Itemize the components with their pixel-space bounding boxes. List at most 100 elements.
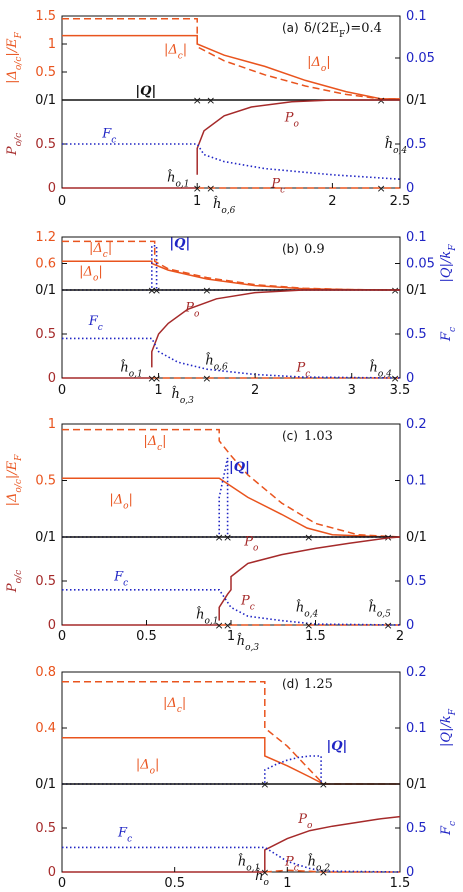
series-line-o-1 xyxy=(62,34,400,100)
annotation-label: |Δc| xyxy=(89,241,112,260)
annotation-label: Pc xyxy=(240,593,255,612)
left-tick-label: 0.8 xyxy=(35,665,56,680)
x-tick-label: 0 xyxy=(58,876,66,891)
top-subplot: 1.20.60.10.05×× × ×|Δc||Δo||Q||Q|/kF xyxy=(35,230,458,297)
panel-a: 1.5 1 0.5 0.1 0.05 × × × |Δc| |Δo| |Q| |Δo/c|/EF 0.5… xyxy=(5,9,435,216)
panel-param: 1.03 xyxy=(304,429,333,444)
left-tick-label: 1.5 xyxy=(35,9,56,24)
annotation-label: ĥo,3 xyxy=(172,386,195,406)
cross-marker: × xyxy=(391,372,400,385)
top-subplot: 10.50.20.1× × × ×|Δc||Δo||Q||Δo/c|/EF xyxy=(5,417,427,544)
right-tick-label: 0 xyxy=(406,371,414,386)
x-tick-label: 1.5 xyxy=(305,629,326,644)
right-tick-label: 0.05 xyxy=(406,257,435,272)
bottom-right-ylabel: Fc xyxy=(439,327,458,342)
right-tick-label: 0.5 xyxy=(406,574,427,589)
cross-marker: × xyxy=(260,866,269,879)
separator-left-label: 0/1 xyxy=(35,530,56,545)
separator-right-label: 0/1 xyxy=(406,530,427,545)
bottom-right-ylabel: Fc xyxy=(439,821,458,836)
x-tick-label: 1.5 xyxy=(390,876,411,891)
x-tick-label: 2 xyxy=(251,383,259,398)
annotation-label: |Δo| xyxy=(109,493,133,512)
panel-c: 10.50.20.1× × × ×|Δc||Δo||Q||Δo/c|/EF0.500.… xyxy=(5,417,427,653)
annotation-label: ĥo,4 xyxy=(369,359,392,379)
annotation-label: ĥo,1 xyxy=(196,606,218,626)
annotation-label: Po xyxy=(243,534,259,553)
annotation-label: |Δo| xyxy=(136,757,160,776)
annotation-label: Po xyxy=(284,111,300,130)
annotation-label: Pc xyxy=(270,177,285,196)
cross-marker: × xyxy=(215,619,224,632)
annotation-label: Po xyxy=(297,812,313,831)
separator-right-label: 0/1 xyxy=(406,777,427,792)
annotation-label: ĥo,6 xyxy=(205,352,228,372)
right-tick-label: 0.1 xyxy=(406,230,427,245)
series-line-Po-0 xyxy=(151,289,400,368)
x-tick-label: 2.5 xyxy=(390,194,411,209)
series-line-Po-0 xyxy=(196,99,400,175)
panel-tag: (c) xyxy=(282,429,298,443)
annotation-label: ĥo,3 xyxy=(237,633,260,653)
right-tick-label: 0.1 xyxy=(406,474,427,489)
series-line-Q-2 xyxy=(62,245,400,291)
bottom-frame xyxy=(61,783,401,873)
left-tick-label: 0.4 xyxy=(35,721,56,736)
left-tick-label: 0 xyxy=(48,865,56,880)
x-tick-label: 0 xyxy=(58,629,66,644)
left-tick-label: 0.5 xyxy=(35,327,56,342)
series-line-Fc-2 xyxy=(62,589,401,626)
annotation-label: |Q| xyxy=(229,460,250,475)
right-tick-label: 0.05 xyxy=(406,51,435,66)
left-tick-label: 0 xyxy=(48,618,56,633)
x-tick-label: 3.5 xyxy=(390,383,411,398)
annotation-label: ĥo,2 xyxy=(308,853,331,873)
annotation-label: ĥo,5 xyxy=(369,599,392,619)
x-tick-label: 1 xyxy=(227,629,235,644)
annotation-label: |Δo| xyxy=(307,55,331,74)
series-line-c-0 xyxy=(62,18,400,100)
top-subplot: 0.80.40.20.1× ×|Δc||Δo||Q| |Q|/kF xyxy=(35,665,458,791)
right-tick-label: 0.5 xyxy=(406,327,427,342)
series-line-Fc-2 xyxy=(62,143,401,180)
left-tick-label: 0.5 xyxy=(35,574,56,589)
cross-marker: × xyxy=(319,866,328,879)
x-tick-label: 3 xyxy=(348,383,356,398)
left-tick-label: 0.5 xyxy=(35,821,56,836)
right-tick-label: 0 xyxy=(406,618,414,633)
separator-right-label: 0/1 xyxy=(406,283,427,298)
series-line-Po-0 xyxy=(264,815,401,872)
x-tick-label: 1 xyxy=(193,194,201,209)
panel-tag: (b) xyxy=(282,242,299,256)
right-tick-label: 0.5 xyxy=(406,821,427,836)
annotation-label: ĥo,1 xyxy=(238,853,260,873)
annotation-label: Fc xyxy=(113,570,128,589)
panel-d: 0.8 0.4 0.2 0.1 × × |Δc| |Δo| |Q| |Q|/kF 0.5 0 0.5 0 ×… xyxy=(35,665,458,891)
series-line-c-0 xyxy=(62,428,401,538)
top-frame xyxy=(61,423,401,538)
x-tick-label: 1 xyxy=(154,383,162,398)
cross-marker: × xyxy=(147,372,156,385)
top-right-ylabel: |Q|/kF xyxy=(439,708,458,747)
cross-marker: × xyxy=(384,619,393,632)
cross-marker: × xyxy=(193,182,202,195)
right-tick-label: 0.2 xyxy=(406,417,427,432)
right-tick-label: 0 xyxy=(406,865,414,880)
series-line-Q-2 xyxy=(62,755,322,785)
bottom-left-ylabel: Po/c xyxy=(5,133,24,156)
cross-marker: × xyxy=(152,372,161,385)
series-line-Fc-2 xyxy=(62,846,401,873)
right-tick-label: 0.1 xyxy=(406,9,427,24)
annotation-label: |Δo| xyxy=(79,264,103,283)
cross-marker: × xyxy=(206,182,215,195)
left-tick-label: 0.5 xyxy=(35,65,56,80)
annotation-label: ĥo,6 xyxy=(213,196,236,216)
separator-left-label: 0/1 xyxy=(35,93,56,108)
bottom-left-ylabel: Po/c xyxy=(5,570,24,593)
left-tick-label: 1.2 xyxy=(35,230,56,245)
panel-tag: (d) xyxy=(282,677,299,691)
separator-left-label: 0/1 xyxy=(35,777,56,792)
cross-marker: × xyxy=(202,372,211,385)
